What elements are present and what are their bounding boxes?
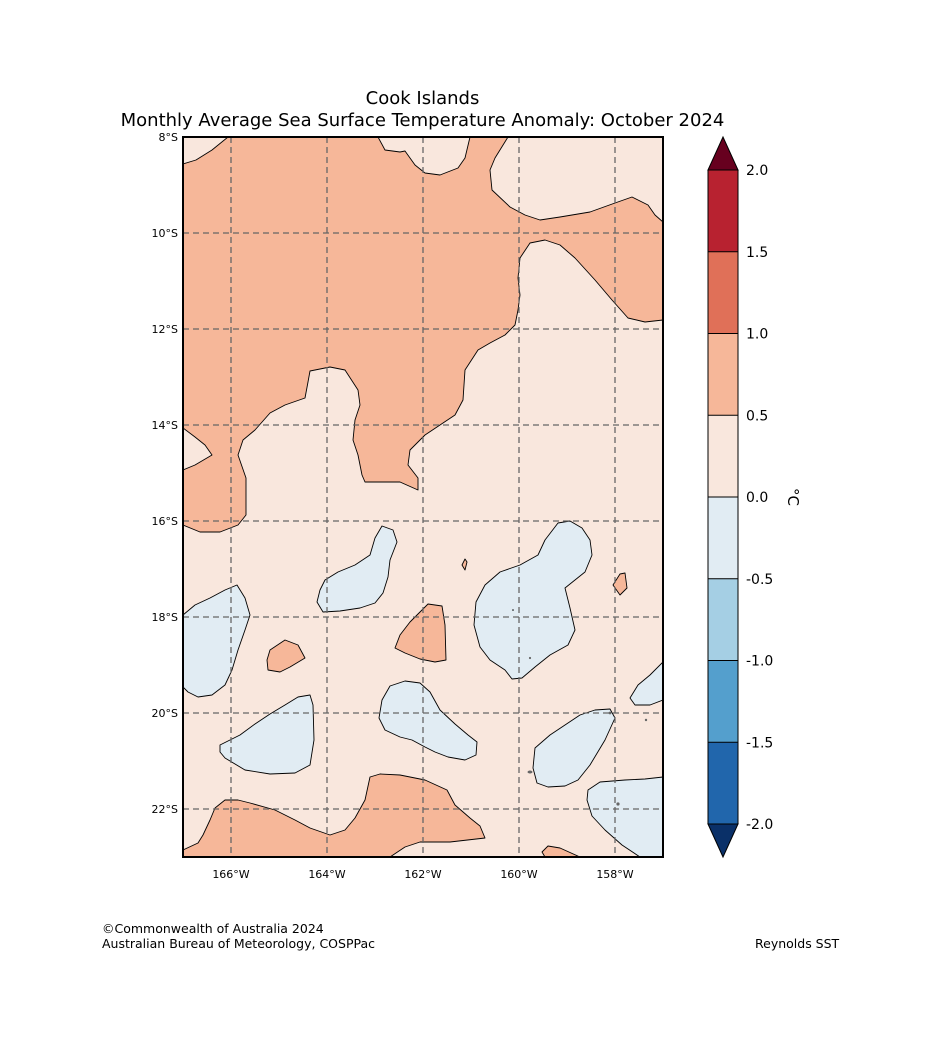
colorbar-bin [708, 660, 738, 743]
map-subtitle: Monthly Average Sea Surface Temperature … [120, 110, 725, 131]
cool-anomaly-region-west [183, 584, 251, 698]
colorbar-tick-label: 0.5 [746, 408, 768, 424]
colorbar-bin [708, 251, 738, 334]
island-marker [644, 718, 648, 722]
warm-anomaly-region-south [183, 773, 486, 857]
lat-label: 10°S [152, 227, 178, 240]
warm-anomaly-patch-central [394, 603, 447, 663]
cool-anomaly-region-east [629, 661, 663, 706]
lat-label: 18°S [152, 611, 178, 624]
map-frame [182, 136, 664, 858]
colorbar-bin [708, 497, 738, 579]
cool-anomaly-region-5 [532, 708, 616, 788]
cool-anomaly-region-3 [378, 680, 478, 761]
warm-anomaly-speck [461, 558, 468, 571]
colorbar: 2.0 1.5 1.0 0.5 0.0 -0.5 -1.0 -1.5 -2.0 … [707, 135, 802, 859]
colorbar-tick-label: 2.0 [746, 163, 768, 179]
map-title: Cook Islands [365, 88, 480, 109]
warm-anomaly-patch-west [266, 639, 306, 673]
cool-anomaly-region-2 [219, 694, 315, 775]
colorbar-bin [708, 415, 738, 497]
lat-label: 16°S [152, 515, 178, 528]
warm-anomaly-region-north [183, 137, 663, 533]
colorbar-over-arrow [707, 135, 739, 171]
warm-anomaly-patch-east [612, 572, 628, 596]
colorbar-under-arrow [707, 823, 739, 859]
island-marker [527, 770, 533, 774]
lat-label: 20°S [152, 707, 178, 720]
cool-anomaly-region-1 [316, 525, 398, 613]
colorbar-unit-label: °C [784, 488, 802, 506]
colorbar-bin [708, 578, 738, 661]
colorbar-bin [708, 742, 738, 824]
island-marker [616, 802, 620, 806]
colorbar-tick-label: 1.5 [746, 245, 768, 261]
colorbar-tick-label: -2.0 [746, 817, 773, 833]
colorbar-tick-label: -1.0 [746, 654, 773, 670]
colorbar-tick-label: -0.5 [746, 572, 773, 588]
colorbar-bin [708, 170, 738, 252]
lat-label: 22°S [152, 803, 178, 816]
cool-anomaly-region-6 [586, 776, 663, 857]
island-marker [528, 656, 532, 660]
lat-label: 14°S [152, 419, 178, 432]
colorbar-bin [708, 333, 738, 416]
lon-label: 162°W [404, 868, 441, 881]
copyright-credit: ©Commonwealth of Australia 2024 [102, 921, 324, 936]
lat-label: 12°S [152, 323, 178, 336]
colorbar-tick-label: 1.0 [746, 327, 768, 343]
data-source-label: Reynolds SST [755, 936, 840, 951]
island-marker [608, 711, 612, 715]
island-marker [512, 609, 514, 611]
cool-anomaly-region-4 [473, 520, 593, 680]
lon-label: 166°W [212, 868, 249, 881]
graticule [183, 137, 663, 857]
lat-label: 8°S [159, 131, 178, 144]
lon-label: 164°W [308, 868, 345, 881]
lon-label: 160°W [500, 868, 537, 881]
agency-credit: Australian Bureau of Meteorology, COSPPa… [102, 936, 375, 951]
colorbar-tick-label: -1.5 [746, 735, 773, 751]
colorbar-tick-label: 0.0 [746, 490, 768, 506]
lon-label: 158°W [596, 868, 633, 881]
